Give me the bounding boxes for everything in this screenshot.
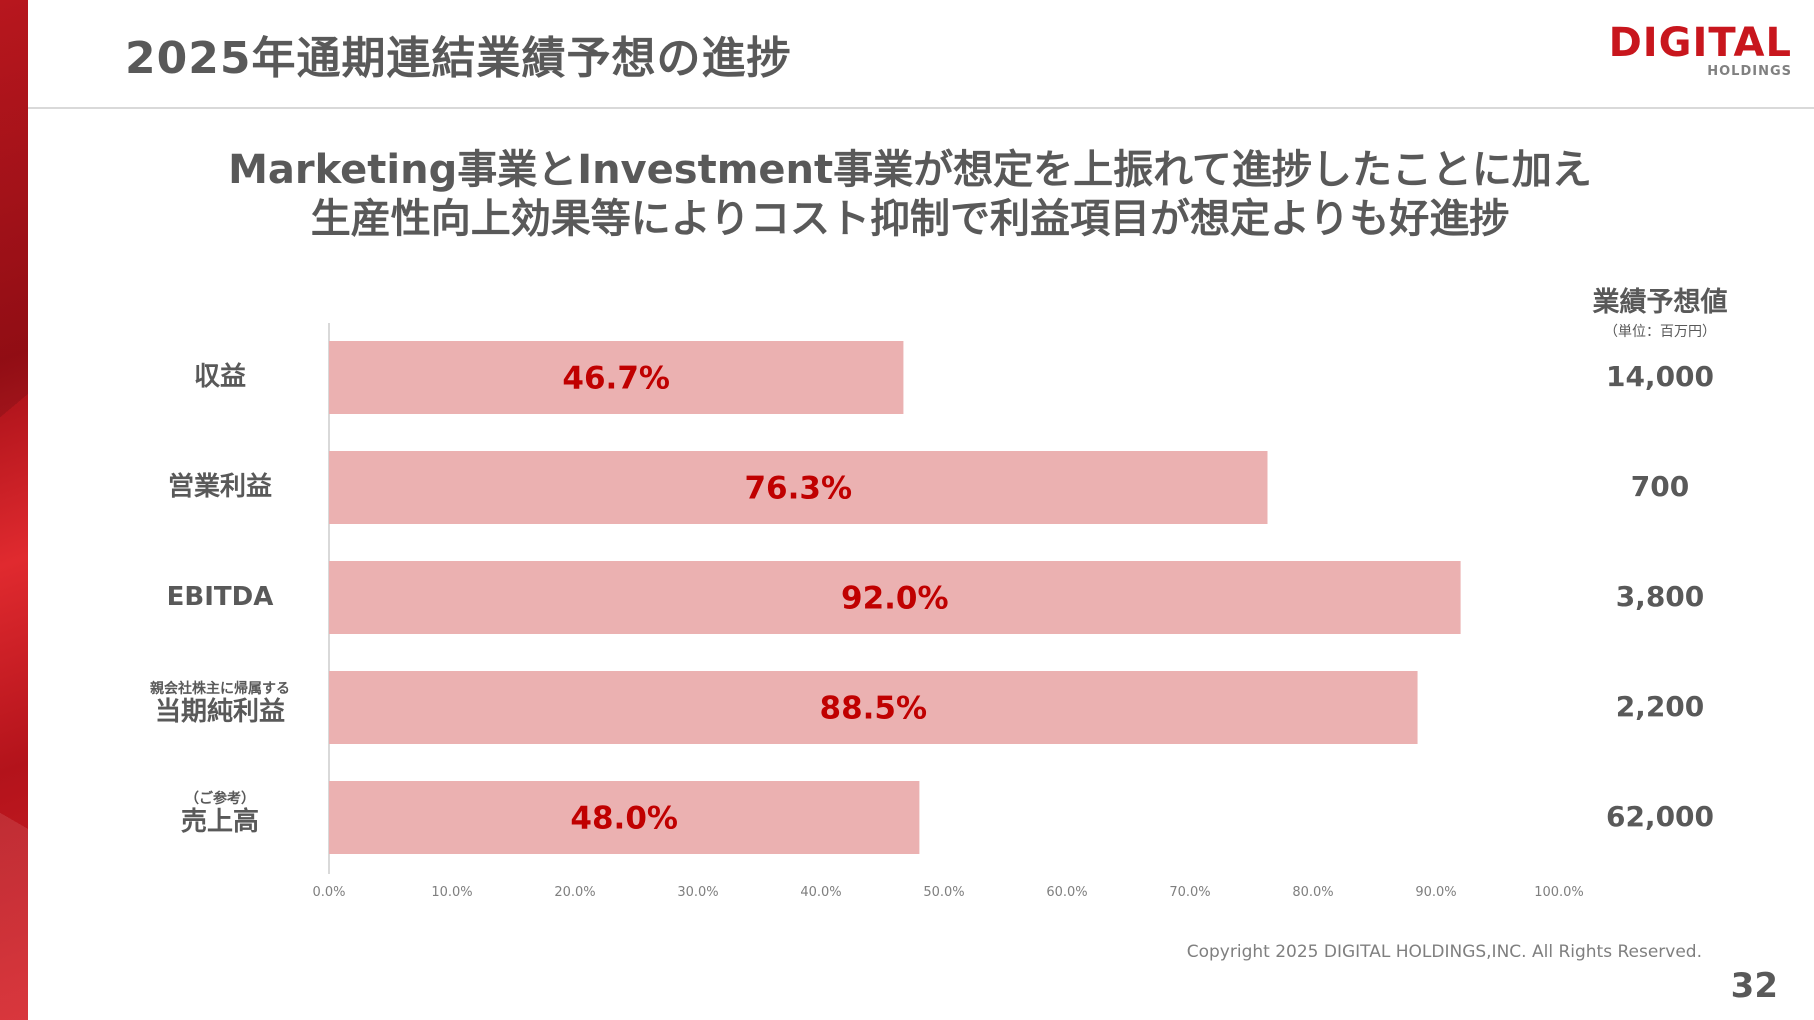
page-number: 32 xyxy=(1730,966,1778,1006)
forecast-column-unit: （単位：百万円） xyxy=(1604,324,1716,340)
category-label: 営業利益 xyxy=(120,472,320,503)
forecast-value: 3,800 xyxy=(1615,579,1705,613)
category-label: 親会社株主に帰属する 当期純利益 xyxy=(120,681,320,729)
category-name: 収益 xyxy=(193,361,246,392)
category-prefix: （ご参考） xyxy=(185,790,255,807)
forecast-value: 700 xyxy=(1630,469,1690,503)
company-logo: DIGITAL HOLDINGS xyxy=(1608,20,1792,80)
x-tick-label: 40.0% xyxy=(800,885,841,900)
headline-line-1: Marketing事業とInvestment事業が想定を上振れて進捗したことに加… xyxy=(228,147,1592,193)
x-tick-label: 60.0% xyxy=(1046,885,1087,900)
bar-2 xyxy=(329,451,1268,524)
x-tick-label: 80.0% xyxy=(1292,885,1333,900)
category-name: 当期純利益 xyxy=(154,697,285,728)
category-label: 収益 xyxy=(120,362,320,393)
logo-wordmark: DIGITAL xyxy=(1608,20,1792,66)
bar-3 xyxy=(329,561,1461,634)
bar-data-label: 76.3% xyxy=(744,471,852,507)
category-name: EBITDA xyxy=(166,581,274,612)
forecast-value: 14,000 xyxy=(1605,359,1715,393)
bar-data-label: 46.7% xyxy=(562,361,670,397)
category-name: 営業利益 xyxy=(167,471,272,502)
headline-line-2: 生産性向上効果等によりコスト抑制で利益項目が想定よりも好進捗 xyxy=(310,196,1510,242)
category-name: 売上高 xyxy=(180,807,259,838)
page-title: 2025年通期連結業績予想の進捗 xyxy=(125,33,792,84)
x-tick-label: 20.0% xyxy=(554,885,595,900)
header-divider xyxy=(28,107,1814,109)
decorative-side-band xyxy=(0,0,28,1020)
forecast-column-title: 業績予想値 xyxy=(1592,287,1728,318)
copyright-notice: Copyright 2025 DIGITAL HOLDINGS,INC. All… xyxy=(1186,942,1702,962)
forecast-value: 2,200 xyxy=(1615,689,1705,723)
bar-4 xyxy=(329,671,1418,744)
category-label: （ご参考） 売上高 xyxy=(120,791,320,839)
logo-subtext: HOLDINGS xyxy=(1707,64,1792,79)
bar-1 xyxy=(329,341,904,414)
x-tick-label: 100.0% xyxy=(1534,885,1584,900)
category-label: EBITDA xyxy=(120,582,320,613)
bar-5 xyxy=(329,781,920,854)
x-tick-label: 30.0% xyxy=(677,885,718,900)
x-tick-label: 10.0% xyxy=(431,885,472,900)
bar-data-label: 48.0% xyxy=(570,801,678,837)
x-tick-label: 0.0% xyxy=(312,885,345,900)
category-prefix: 親会社株主に帰属する xyxy=(150,680,290,697)
x-tick-label: 50.0% xyxy=(923,885,964,900)
x-tick-label: 70.0% xyxy=(1169,885,1210,900)
forecast-value: 62,000 xyxy=(1605,799,1715,833)
forecast-column-header: 業績予想値 （単位：百万円） xyxy=(1560,280,1760,341)
bar-data-label: 88.5% xyxy=(820,691,928,727)
x-tick-label: 90.0% xyxy=(1415,885,1456,900)
bar-data-label: 92.0% xyxy=(841,581,949,617)
